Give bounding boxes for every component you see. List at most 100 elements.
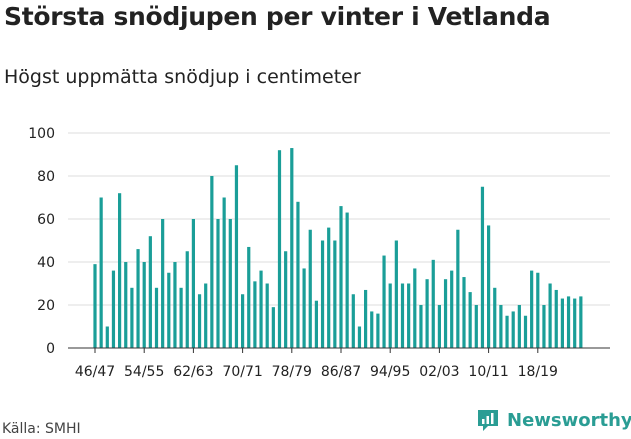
bar bbox=[265, 283, 269, 348]
bar bbox=[419, 305, 423, 348]
bar bbox=[228, 219, 232, 348]
x-tick-label: 02/03 bbox=[419, 364, 459, 380]
bar bbox=[333, 240, 337, 348]
y-tick-label: 100 bbox=[28, 126, 55, 142]
bar bbox=[284, 251, 288, 348]
bar bbox=[579, 296, 583, 348]
bar bbox=[407, 283, 411, 348]
bar bbox=[148, 236, 152, 348]
bar bbox=[247, 246, 251, 348]
bar bbox=[517, 305, 521, 348]
bar bbox=[566, 296, 571, 348]
bar bbox=[136, 249, 140, 348]
x-tick-label: 94/95 bbox=[370, 364, 410, 380]
brand-logo: Newsworthy bbox=[475, 407, 631, 433]
chart-subtitle: Högst uppmätta snödjup i centimeter bbox=[4, 66, 361, 88]
bar bbox=[308, 229, 312, 348]
bar bbox=[327, 227, 331, 348]
x-tick-label: 78/79 bbox=[272, 364, 312, 380]
bar bbox=[154, 287, 159, 348]
bar bbox=[302, 268, 306, 348]
bar bbox=[493, 287, 497, 348]
bar bbox=[241, 294, 245, 348]
source-note: Källa: SMHI bbox=[2, 421, 81, 437]
bar bbox=[204, 283, 208, 348]
bar bbox=[523, 315, 528, 348]
chart-title: Största snödjupen per vinter i Vetlanda bbox=[4, 2, 551, 31]
bar bbox=[542, 305, 546, 348]
bar bbox=[499, 305, 503, 348]
bar bbox=[560, 298, 564, 348]
bar bbox=[450, 270, 454, 348]
bar bbox=[216, 219, 220, 348]
y-tick-label: 0 bbox=[46, 341, 55, 357]
bar bbox=[118, 193, 122, 348]
bar bbox=[364, 289, 368, 348]
bar bbox=[431, 259, 435, 348]
bar bbox=[548, 283, 552, 348]
x-tick-label: 62/63 bbox=[173, 364, 213, 380]
bar bbox=[505, 315, 509, 348]
bar bbox=[173, 262, 177, 348]
x-tick-label: 54/55 bbox=[124, 364, 164, 380]
bar bbox=[345, 212, 349, 348]
bar bbox=[234, 165, 239, 348]
bar bbox=[443, 279, 448, 348]
bar bbox=[111, 270, 116, 348]
y-tick-label: 60 bbox=[37, 212, 55, 228]
bar bbox=[554, 289, 558, 348]
y-tick-label: 20 bbox=[37, 298, 55, 314]
newsworthy-icon bbox=[478, 410, 498, 431]
bar bbox=[376, 313, 380, 348]
bar bbox=[93, 264, 97, 348]
bar bbox=[339, 206, 343, 348]
bar bbox=[425, 279, 429, 348]
bar bbox=[474, 305, 478, 348]
bar bbox=[413, 268, 417, 348]
bar bbox=[394, 240, 398, 348]
bar bbox=[468, 292, 472, 348]
bar bbox=[290, 148, 294, 348]
bar bbox=[437, 305, 441, 348]
x-tick-label: 70/71 bbox=[222, 364, 262, 380]
bar bbox=[536, 272, 540, 348]
bar bbox=[357, 326, 362, 348]
brand-name: Newsworthy bbox=[507, 409, 631, 431]
bar bbox=[487, 225, 491, 348]
bar bbox=[185, 251, 189, 348]
bar bbox=[320, 240, 325, 348]
bar bbox=[511, 311, 515, 348]
bar bbox=[400, 283, 405, 348]
bar bbox=[382, 255, 386, 348]
bar bbox=[388, 283, 392, 348]
x-tick-label: 46/47 bbox=[75, 364, 115, 380]
bar bbox=[296, 201, 300, 348]
bar bbox=[179, 287, 183, 348]
x-tick-label: 86/87 bbox=[321, 364, 361, 380]
bar bbox=[271, 307, 275, 348]
bar bbox=[370, 311, 374, 348]
bar bbox=[222, 197, 226, 348]
bar bbox=[210, 176, 214, 348]
bar bbox=[573, 298, 577, 348]
y-tick-label: 40 bbox=[37, 255, 55, 271]
bar bbox=[530, 270, 534, 348]
bar bbox=[314, 300, 318, 348]
bar-chart: 0 20 40 60 80 100 46/47 54/55 62/63 70/71 78/79 86/… bbox=[28, 126, 610, 380]
bar bbox=[277, 150, 282, 348]
bar bbox=[105, 326, 109, 348]
bar bbox=[197, 294, 202, 348]
bar bbox=[161, 219, 165, 348]
bar bbox=[167, 272, 171, 348]
bar bbox=[462, 277, 466, 348]
bar bbox=[124, 262, 128, 348]
bar bbox=[456, 229, 460, 348]
y-tick-label: 80 bbox=[37, 169, 55, 185]
bar bbox=[253, 281, 257, 348]
bar bbox=[99, 197, 103, 348]
bar bbox=[480, 186, 485, 348]
bar bbox=[259, 270, 263, 348]
bar bbox=[130, 287, 134, 348]
x-tick-label: 18/19 bbox=[518, 364, 558, 380]
bar bbox=[142, 262, 146, 348]
